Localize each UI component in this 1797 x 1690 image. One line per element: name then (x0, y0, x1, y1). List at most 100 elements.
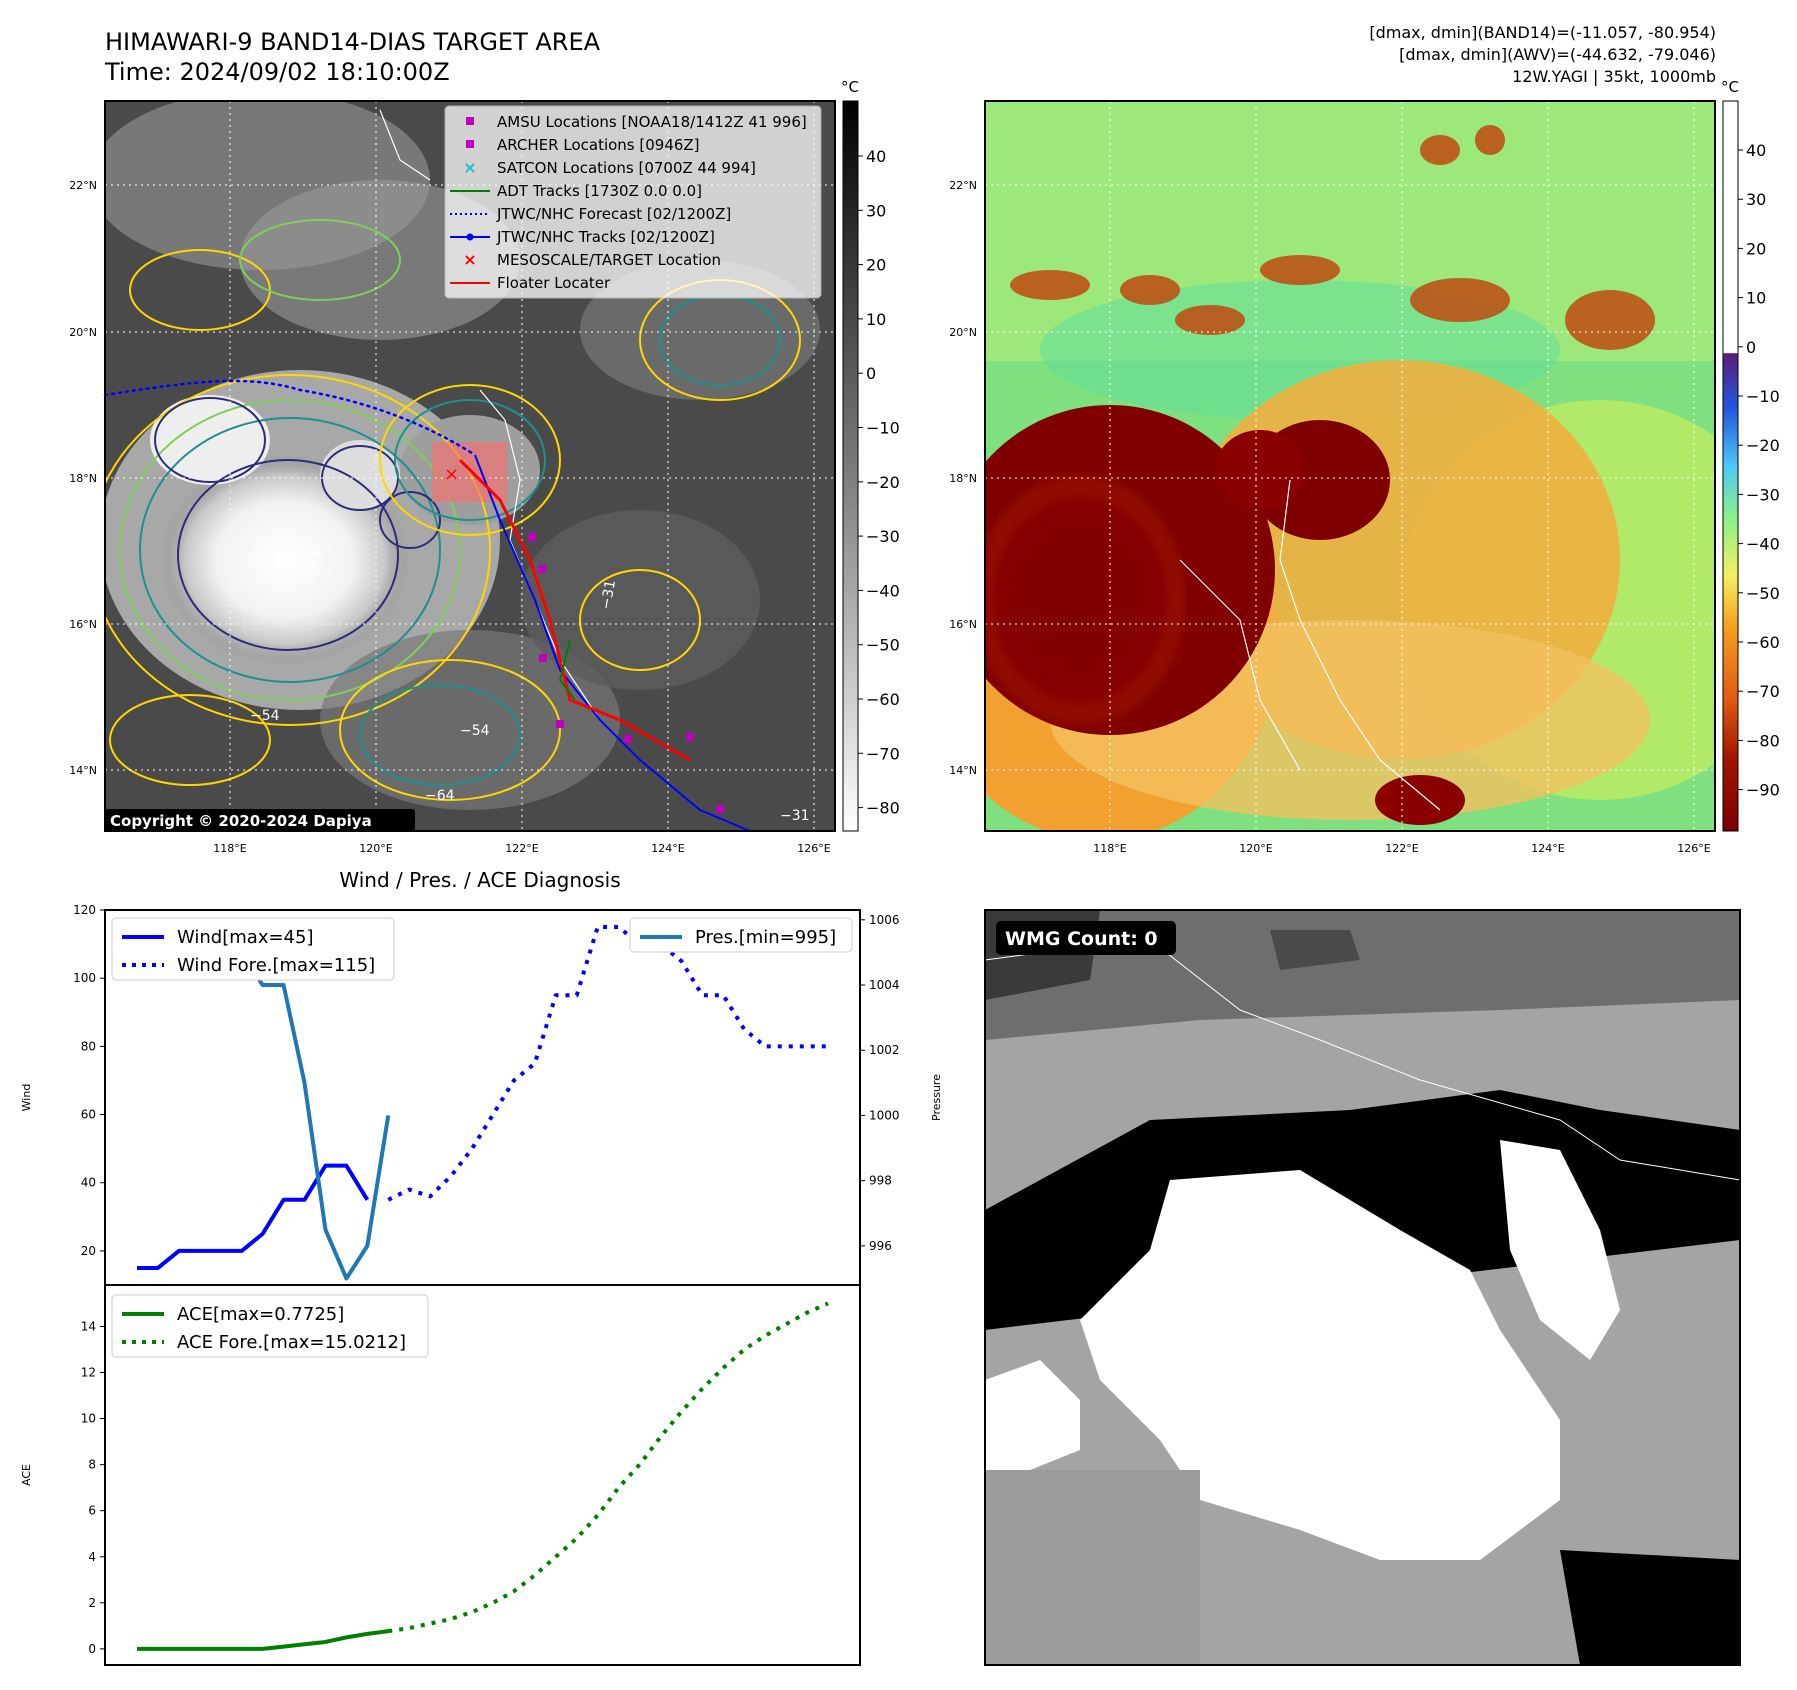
ir-map-lon-label: 124°E (651, 842, 684, 855)
ir-colorbar-tick-label: −60 (866, 690, 900, 709)
ir-map-frame (104, 100, 836, 832)
awv-colorbar-tick-label: −70 (1746, 682, 1780, 701)
awv-map-lat-label: 20°N (949, 326, 977, 339)
wind-chart-legend-label: Pres.[min=995] (695, 927, 836, 948)
wmg-count-label: WMG Count: 0 (1005, 928, 1158, 950)
wind-chart-y2tick-label: 1004 (869, 978, 900, 992)
ir-map-lat-label: 20°N (69, 326, 97, 339)
wmg-panel: WMG Count: 0 (984, 909, 1741, 1666)
ir-colorbar-tick-label: 30 (866, 201, 886, 220)
ace-chart-ytick-label: 2 (88, 1596, 96, 1610)
svg-text:−31: −31 (780, 808, 810, 824)
legend-label: JTWC/NHC Tracks [02/1200Z] (496, 228, 715, 246)
ir-map-lon-label: 120°E (359, 842, 392, 855)
awv-colorbar-tick-label: −30 (1746, 485, 1780, 504)
wind-chart-ytick-label: 40 (81, 1176, 96, 1190)
ir-colorbar-ticks: 40 30 20 10 0 −10 −20 −30 −40 −50 −60 −70 −80 (858, 147, 900, 818)
forecast-track-line (103, 379, 477, 457)
legend-marker-square (466, 117, 474, 125)
wind-chart-series-solid (137, 1163, 370, 1270)
legend-label: AMSU Locations [NOAA18/1412Z 41 996] (497, 113, 807, 131)
wind-pressure-chart: 20 40 60 80 100 120 996 998 1000 1002 1004 1006 Wind… (20, 903, 943, 1286)
ir-map-lon-labels: 118°E 120°E 122°E 124°E 126°E (213, 842, 830, 855)
awv-colorbar-tick-label: 30 (1746, 190, 1766, 209)
legend-label: ARCHER Locations [0946Z] (497, 136, 700, 154)
ir-map-legend-box (444, 105, 822, 299)
svg-text:−64: −64 (425, 788, 455, 804)
ir-map-legend: AMSU Locations [NOAA18/1412Z 41 996] ARCH… (450, 113, 807, 292)
awv-colorbar-ticks: 40 30 20 10 0 −10 −20 −30 −40 −50 −60 −70 −80 −90 (1738, 141, 1780, 800)
ir-map-lon-label: 118°E (213, 842, 246, 855)
legend-marker-x: × (463, 158, 476, 177)
awv-map-panel: 22°N 20°N 18°N 16°N 14°N 118°E 120°E 122°E 124°… (949, 78, 1780, 855)
svg-text:−81: −81 (303, 549, 324, 581)
ace-chart-ytick-label: 12 (81, 1366, 96, 1380)
ir-colorbar-tick-label: −50 (866, 636, 900, 655)
ace-chart-ytick-label: 0 (88, 1642, 96, 1656)
legend-label: MESOSCALE/TARGET Location (497, 251, 721, 269)
ir-map-panel: × −81 −31 −54 −54 −31 −64 AMSU Locations… (69, 78, 900, 855)
ir-map-lon-label: 122°E (505, 842, 538, 855)
ace-chart: 0 2 4 6 8 10 12 14 ACE ACE[max=0.7725] ACE Fore.[m… (20, 1284, 861, 1666)
awv-map-frame (984, 100, 1716, 832)
figure-time: Time: 2024/09/02 18:10:00Z (104, 58, 450, 86)
floater-track-line (458, 458, 691, 762)
awv-map-lat-labels: 22°N 20°N 18°N 16°N 14°N (949, 179, 977, 777)
wind-chart-ytick-label: 80 (81, 1039, 96, 1053)
awv-colorbar (1722, 100, 1739, 832)
awv-map-lon-label: 118°E (1093, 842, 1126, 855)
ir-map-lat-label: 14°N (69, 764, 97, 777)
copyright-text: Copyright © 2020-2024 Dapiya (110, 812, 372, 830)
awv-colorbar-tick-label: −50 (1746, 584, 1780, 603)
awv-map-lat-label: 14°N (949, 764, 977, 777)
diagnosis-title: Wind / Pres. / ACE Diagnosis (339, 868, 620, 892)
awv-colorbar-unit: °C (1721, 78, 1739, 96)
ir-colorbar (842, 100, 859, 832)
ir-colorbar-tick-label: −10 (866, 419, 900, 438)
ace-chart-ytick-label: 10 (81, 1412, 96, 1426)
awv-map-lon-label: 126°E (1677, 842, 1710, 855)
info-band14-range: [dmax, dmin](BAND14)=(-11.057, -80.954) (1369, 23, 1716, 42)
svg-text:−31: −31 (598, 579, 619, 611)
wind-chart-legend-box (629, 917, 853, 953)
ir-map-lat-labels: 22°N 20°N 18°N 16°N 14°N (69, 179, 97, 777)
best-track-line (474, 454, 751, 832)
awv-colorbar-tick-label: 20 (1746, 239, 1766, 258)
awv-map-lon-label: 120°E (1239, 842, 1272, 855)
wmg-count-badge (996, 921, 1176, 955)
legend-marker-dot (466, 233, 474, 241)
figure-title: HIMAWARI-9 BAND14-DIAS TARGET AREA (105, 28, 601, 56)
info-awv-range: [dmax, dmin](AWV)=(-44.632, -79.046) (1399, 45, 1716, 64)
wind-chart-y2tick-label: 996 (869, 1239, 892, 1253)
awv-colorbar-tick-label: 40 (1746, 141, 1766, 160)
wind-chart-ylabel: Wind (20, 1084, 33, 1112)
ir-colorbar-tick-label: 20 (866, 256, 886, 275)
target-location-marker: × (444, 464, 459, 485)
awv-map-lon-label: 122°E (1385, 842, 1418, 855)
awv-map-grid (985, 101, 1715, 831)
awv-colorbar-tick-label: 10 (1746, 289, 1766, 308)
ace-chart-legend-box (111, 1294, 429, 1358)
svg-text:−54: −54 (250, 708, 280, 724)
wind-chart-series-dotted (387, 925, 828, 1202)
legend-label: JTWC/NHC Forecast [02/1200Z] (496, 205, 731, 223)
ace-chart-ytick-label: 14 (81, 1319, 96, 1333)
awv-map-lon-label: 124°E (1531, 842, 1564, 855)
wind-chart-legend-label: Wind Fore.[max=115] (177, 955, 375, 976)
ir-colorbar-tick-label: 0 (866, 364, 876, 383)
awv-colorbar-tick-label: −80 (1746, 731, 1780, 750)
legend-label: ADT Tracks [1730Z 0.0 0.0] (497, 182, 702, 200)
wind-chart-legend-box (111, 917, 395, 981)
wind-chart-y2tick-label: 1006 (869, 913, 900, 927)
wind-chart-legend-label: Wind[max=45] (177, 927, 314, 948)
contour-labels: −81 −31 −54 −54 −31 −64 (250, 549, 810, 824)
wind-chart-y2tick-label: 1002 (869, 1043, 900, 1057)
legend-label: SATCON Locations [0700Z 44 994] (497, 159, 756, 177)
ace-chart-ytick-label: 8 (88, 1458, 96, 1472)
ir-colorbar-tick-label: 40 (866, 147, 886, 166)
ir-colorbar-tick-label: −20 (866, 473, 900, 492)
awv-colorbar-tick-label: −90 (1746, 781, 1780, 800)
wind-chart-ytick-label: 100 (73, 971, 96, 985)
ir-map-lat-label: 16°N (69, 618, 97, 631)
